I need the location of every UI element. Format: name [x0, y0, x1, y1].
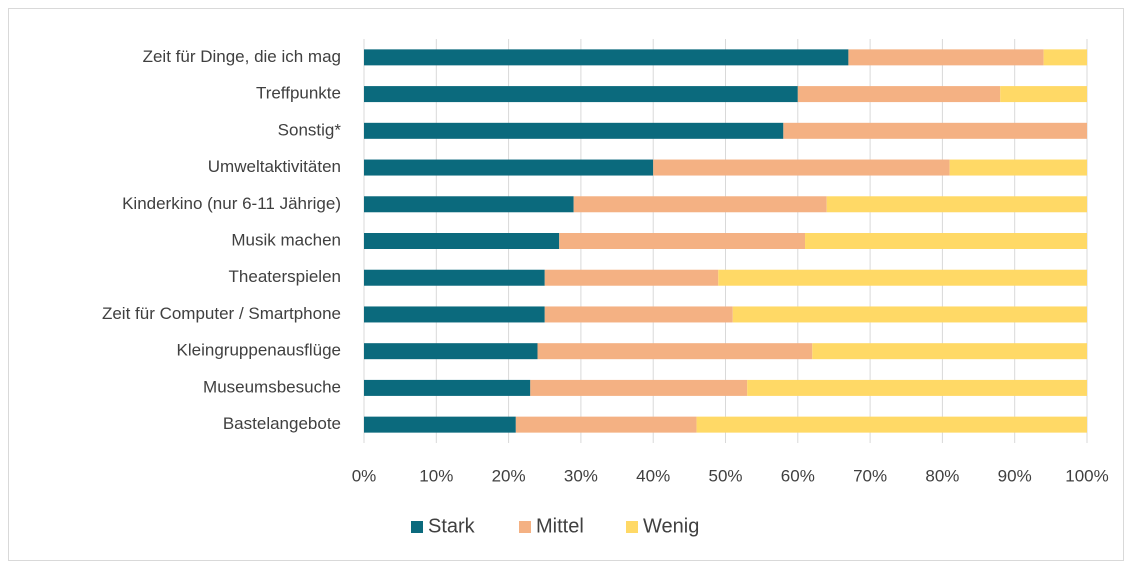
bar-segment: [747, 379, 1087, 396]
x-tick-label: 80%: [925, 466, 959, 485]
y-tick-label: Kinderkino (nur 6-11 Jährige): [122, 194, 341, 213]
x-tick-label: 50%: [708, 466, 742, 485]
x-tick-label: 40%: [636, 466, 670, 485]
bar-segment: [364, 159, 654, 176]
bar-segment: [1043, 49, 1087, 66]
bar-segment: [797, 86, 1001, 103]
bar-segment: [364, 196, 574, 213]
x-tick-label: 70%: [853, 466, 887, 485]
y-tick-label: Sonstig*: [278, 120, 342, 139]
bar-segment: [364, 122, 784, 139]
legend-swatch: [519, 521, 531, 533]
bar-segment: [826, 196, 1087, 213]
x-tick-label: 20%: [492, 466, 526, 485]
bar-segment: [364, 416, 516, 433]
y-tick-label: Zeit für Dinge, die ich mag: [143, 47, 341, 66]
y-tick-label: Umweltaktivitäten: [208, 157, 341, 176]
bar-segment: [515, 416, 697, 433]
legend-label: Wenig: [643, 515, 699, 537]
bar-segment: [537, 343, 813, 360]
bar-segment: [718, 269, 1087, 286]
bar-segment: [949, 159, 1087, 176]
bar-segment: [812, 343, 1087, 360]
y-tick-label: Museumsbesuche: [203, 377, 341, 396]
legend-label: Mittel: [536, 515, 584, 537]
bar-segment: [544, 306, 733, 323]
x-tick-label: 90%: [998, 466, 1032, 485]
bar-segment: [364, 49, 849, 66]
y-tick-label: Theaterspielen: [229, 267, 341, 286]
bar-segment: [530, 379, 748, 396]
y-tick-label: Musik machen: [231, 230, 341, 249]
y-tick-label: Kleingruppenausflüge: [177, 341, 341, 360]
bar-segment: [364, 86, 798, 103]
x-tick-label: 100%: [1065, 466, 1108, 485]
x-tick-label: 10%: [419, 466, 453, 485]
bar-segment: [364, 233, 560, 249]
bar-segment: [653, 159, 950, 176]
bar-segment: [544, 269, 719, 286]
legend-swatch: [411, 521, 423, 533]
y-tick-label: Zeit für Computer / Smartphone: [102, 304, 341, 323]
bar-segment: [364, 269, 545, 286]
bar-segment: [364, 343, 538, 360]
legend-label: Stark: [428, 515, 476, 537]
x-tick-label: 30%: [564, 466, 598, 485]
bar-segment: [1000, 86, 1087, 103]
x-tick-label: 60%: [781, 466, 815, 485]
bar-segment: [559, 233, 806, 249]
bar-segment: [364, 379, 531, 396]
bar-segment: [364, 306, 545, 323]
y-tick-label: Bastelangebote: [223, 414, 341, 433]
bar-segment: [732, 306, 1087, 323]
y-tick-label: Treffpunkte: [256, 84, 341, 103]
bar-segment: [848, 49, 1044, 66]
bar-segment: [573, 196, 827, 213]
x-tick-label: 0%: [352, 466, 377, 485]
bar-segment: [805, 233, 1087, 249]
bar-segment: [696, 416, 1087, 433]
bar-segment: [783, 122, 1087, 139]
legend-swatch: [626, 521, 638, 533]
